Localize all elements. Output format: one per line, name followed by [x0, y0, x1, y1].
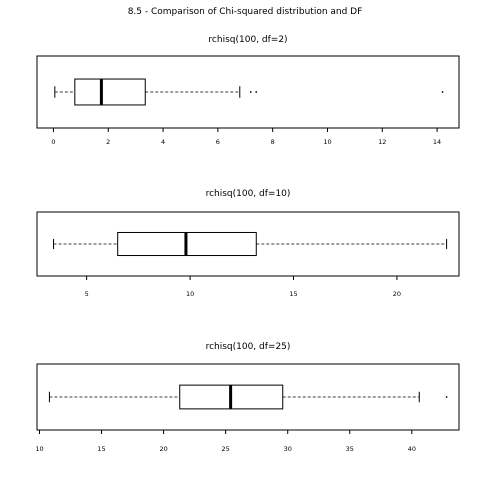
boxplot-panel-2: rchisq(100, df=10) 5 10 15 20	[36, 189, 460, 298]
tick-label: 5	[85, 290, 89, 298]
tick-label: 25	[222, 445, 230, 453]
tick-label: 2	[106, 138, 110, 146]
outlier-point	[255, 91, 258, 93]
main-title: 8.5 - Comparison of Chi-squared distribu…	[128, 7, 363, 17]
tick-label: 15	[97, 445, 105, 453]
boxplot-panel-1: rchisq(100, df=2) 0 2 4 6 8 10 12 14	[36, 35, 460, 146]
outlier-point	[249, 91, 252, 93]
tick-label: 6	[216, 138, 220, 146]
tick-label: 10	[186, 290, 194, 298]
tick-label: 40	[408, 445, 416, 453]
tick-label: 35	[346, 445, 354, 453]
panel-title: rchisq(100, df=25)	[206, 342, 291, 352]
tick-label: 4	[161, 138, 165, 146]
iqr-box	[74, 78, 146, 106]
tick-label: 14	[433, 138, 441, 146]
tick-label: 12	[378, 138, 386, 146]
tick-label: 8	[271, 138, 275, 146]
tick-label: 15	[289, 290, 297, 298]
panel-title: rchisq(100, df=2)	[208, 35, 287, 45]
outlier-point	[445, 396, 448, 398]
tick-label: 20	[159, 445, 167, 453]
tick-label: 0	[51, 138, 55, 146]
tick-label: 30	[284, 445, 292, 453]
boxplot-panel-3: rchisq(100, df=25) 10 15 20 25 30 35 40	[35, 342, 460, 453]
tick-label: 10	[323, 138, 331, 146]
outlier-point	[441, 91, 444, 93]
panels-group: rchisq(100, df=2)0 2 4 6 8 10 12 14rchisq(100, …	[35, 35, 460, 453]
panel-title: rchisq(100, df=10)	[206, 189, 291, 199]
tick-label: 10	[35, 445, 43, 453]
tick-label: 20	[393, 290, 401, 298]
